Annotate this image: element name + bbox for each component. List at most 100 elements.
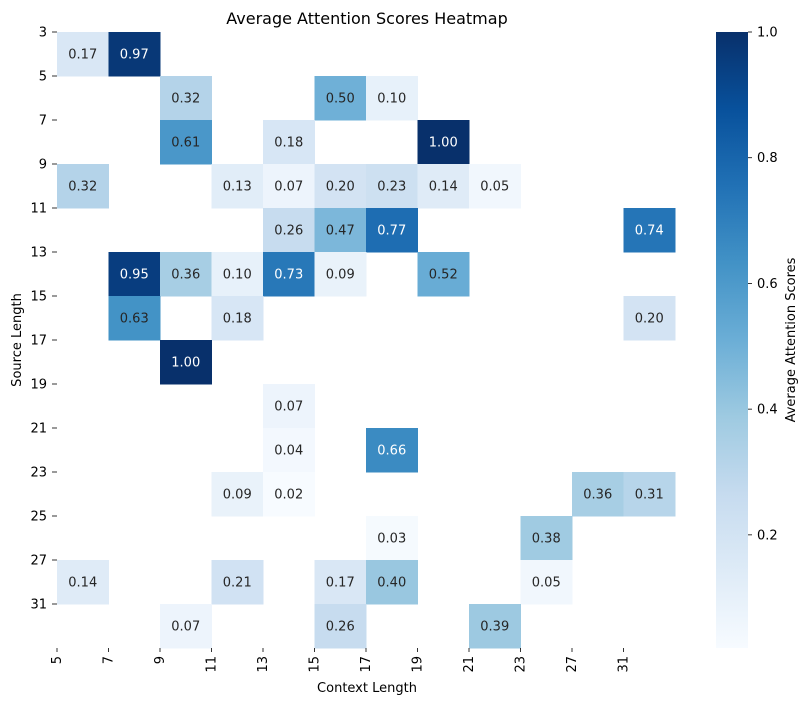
cell-value-label: 0.20 — [326, 180, 355, 195]
x-tick-label: 27 — [565, 656, 580, 673]
x-tick-label: 15 — [308, 656, 323, 673]
cell-value-label: 0.18 — [274, 136, 303, 151]
heatmap-cell — [314, 164, 367, 209]
x-tick-label: 7 — [102, 656, 117, 664]
heatmap-cell — [469, 164, 521, 209]
heatmap-cell — [520, 516, 573, 561]
heatmap-cell — [623, 208, 676, 253]
heatmap-cell — [520, 560, 573, 605]
heatmap-cell — [160, 252, 212, 297]
cell-value-label: 0.61 — [171, 136, 200, 151]
x-tick-label: 11 — [205, 656, 220, 673]
cell-value-label: 1.00 — [171, 356, 200, 371]
heatmap-cell — [623, 296, 676, 341]
y-tick-label: 5 — [39, 70, 47, 85]
colorbar: 0.2 0.4 0.6 0.8 1.0 Average Attention Scores — [716, 26, 799, 648]
cell-value-label: 0.13 — [223, 180, 252, 195]
heatmap-cell — [314, 252, 367, 297]
colorbar-tick-label: 0.6 — [757, 277, 778, 292]
heatmap-cell — [263, 428, 315, 473]
heatmap-cell — [160, 120, 212, 165]
y-tick-label: 31 — [30, 598, 47, 613]
y-tick-label: 7 — [39, 114, 47, 129]
cell-value-label: 0.07 — [274, 400, 303, 415]
heatmap-cell — [417, 120, 470, 165]
cell-value-label: 0.66 — [377, 444, 406, 459]
cell-value-label: 0.10 — [223, 268, 252, 283]
x-tick-label: 23 — [514, 656, 529, 673]
cell-value-label: 0.63 — [120, 312, 149, 327]
cell-value-label: 0.50 — [326, 92, 355, 107]
colorbar-tick-label: 0.2 — [757, 528, 778, 543]
heatmap-cell — [263, 208, 315, 253]
y-axis-label: Source Length — [10, 293, 25, 387]
heatmap-cell — [366, 208, 418, 253]
heatmap-cell — [211, 296, 264, 341]
y-tick-label: 21 — [30, 422, 47, 437]
cell-value-label: 0.07 — [171, 620, 200, 635]
heatmap-cell — [572, 472, 624, 517]
cell-value-label: 0.17 — [68, 48, 97, 63]
y-tick-label: 9 — [39, 158, 47, 173]
y-tick-label: 17 — [30, 334, 47, 349]
cell-value-label: 0.47 — [326, 224, 355, 239]
heatmap-cell — [623, 472, 676, 517]
heatmap-cell — [263, 120, 315, 165]
y-tick-label: 19 — [30, 378, 47, 393]
cell-value-label: 0.05 — [480, 180, 509, 195]
cell-value-label: 0.03 — [377, 532, 406, 547]
y-tick-label: 23 — [30, 466, 47, 481]
heatmap-cell — [314, 76, 367, 121]
cell-value-label: 0.09 — [223, 488, 252, 503]
colorbar-label: Average Attention Scores — [784, 257, 799, 422]
cell-value-label: 0.17 — [326, 576, 355, 591]
cell-value-label: 0.20 — [635, 312, 664, 327]
heatmap-cell — [211, 164, 264, 209]
heatmap-cell — [160, 340, 212, 385]
cell-value-label: 0.07 — [274, 180, 303, 195]
chart-title: Average Attention Scores Heatmap — [226, 9, 507, 28]
x-tick-label: 13 — [256, 656, 271, 673]
heatmap-cell — [314, 208, 367, 253]
cell-value-label: 0.02 — [274, 488, 303, 503]
colorbar-tick-label: 0.4 — [757, 403, 778, 418]
heatmap-cell — [108, 32, 161, 77]
cell-value-label: 1.00 — [429, 136, 458, 151]
cell-value-label: 0.36 — [171, 268, 200, 283]
cell-value-label: 0.32 — [68, 180, 97, 195]
heatmap-cell — [160, 76, 212, 121]
heatmap-cell — [211, 560, 264, 605]
cell-value-label: 0.10 — [377, 92, 406, 107]
x-tick-label: 21 — [462, 656, 477, 673]
heatmap-cell — [160, 604, 212, 649]
cell-value-label: 0.97 — [120, 48, 149, 63]
cell-value-label: 0.05 — [532, 576, 561, 591]
cell-value-label: 0.23 — [377, 180, 406, 195]
cell-value-label: 0.40 — [377, 576, 406, 591]
heatmap-cell — [366, 164, 418, 209]
heatmap-cell — [263, 164, 315, 209]
heatmap-cell — [57, 164, 109, 209]
heatmap-cell — [263, 384, 315, 429]
heatmap-cell — [108, 252, 161, 297]
heatmap-cell — [417, 164, 470, 209]
x-tick-label: 31 — [617, 656, 632, 673]
cell-value-label: 0.04 — [274, 444, 303, 459]
cell-value-label: 0.31 — [635, 488, 664, 503]
heatmap-cell — [314, 560, 367, 605]
cell-value-label: 0.18 — [223, 312, 252, 327]
heatmap-cell — [211, 472, 264, 517]
cell-value-label: 0.77 — [377, 224, 406, 239]
heatmap-cell — [417, 252, 470, 297]
y-tick-label: 15 — [30, 290, 47, 305]
cell-value-label: 0.38 — [532, 532, 561, 547]
y-tick-label: 27 — [30, 554, 47, 569]
heatmap-cell — [108, 296, 161, 341]
y-tick-label: 25 — [30, 510, 47, 525]
colorbar-gradient — [716, 32, 748, 648]
heatmap-cell — [211, 252, 264, 297]
cell-value-label: 0.14 — [68, 576, 97, 591]
y-axis-ticks: 3 5 7 9 11 13 15 17 19 21 23 25 27 31 — [30, 26, 57, 613]
cell-value-label: 0.73 — [274, 268, 303, 283]
